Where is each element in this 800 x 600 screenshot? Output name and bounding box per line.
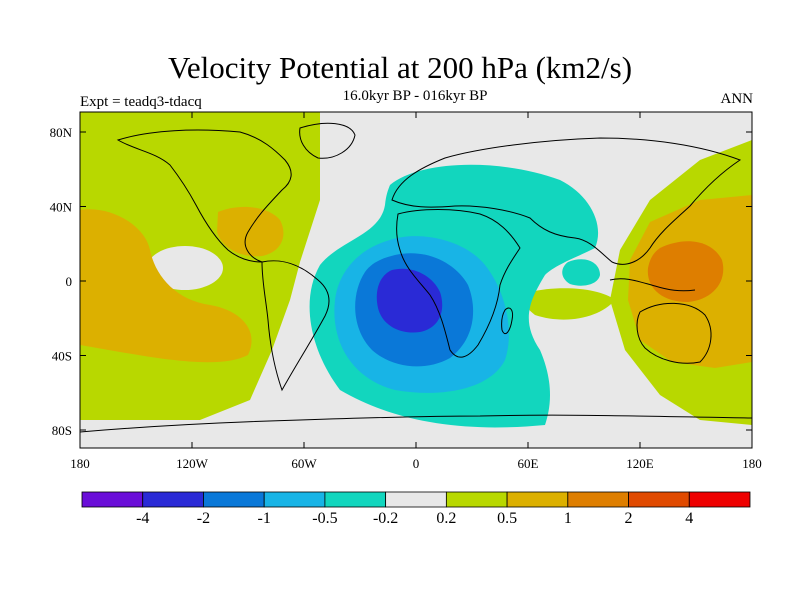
map-field: [80, 112, 752, 448]
coast-madagascar: [501, 307, 513, 335]
colorbar-swatch: [142, 491, 204, 508]
lat-tick-label: 40S: [52, 349, 72, 364]
coast-eurasia: [391, 137, 742, 265]
colorbar-label: -0.5: [312, 510, 337, 527]
colorbar-swatch: [203, 491, 265, 508]
lon-tick-label: 120W: [176, 456, 209, 471]
lat-tick-label: 80N: [50, 125, 73, 140]
colorbar-swatch: [385, 491, 447, 508]
positive-region-indian: [524, 288, 615, 320]
weak-positive-region-west: [80, 209, 252, 363]
coastlines: [80, 122, 752, 433]
colorbar-label: -2: [197, 510, 210, 527]
lon-tick-label: 180: [742, 456, 762, 471]
plot-subtitle: 16.0kyr BP - 016kyr BP: [342, 88, 488, 104]
latitude-axis: 80N 40N 0 40S 80S: [50, 125, 752, 438]
colorbar-label: 4: [685, 510, 693, 527]
neutral-patch-pacific: [147, 246, 223, 290]
lat-tick-label: 80S: [52, 423, 72, 438]
colorbar-swatch: [567, 491, 629, 508]
colorbar-label: -4: [136, 510, 149, 527]
coast-africa: [396, 209, 521, 358]
lon-tick-label: 180: [70, 456, 90, 471]
coast-greenland: [299, 122, 356, 159]
colorbar-label: 0.2: [436, 510, 456, 527]
lon-tick-label: 120E: [626, 456, 654, 471]
colorbar-label: -0.2: [373, 510, 398, 527]
colorbar-label: -1: [258, 510, 271, 527]
coast-north-america: [116, 129, 292, 263]
lon-tick-label: 0: [413, 456, 420, 471]
colorbar-swatch: [81, 491, 144, 508]
experiment-label: Expt = teadq3-tdacq: [80, 94, 202, 110]
colorbar-swatch: [445, 491, 508, 508]
plot-title: Velocity Potential at 200 hPa (km2/s): [167, 50, 633, 85]
season-label: ANN: [720, 91, 754, 107]
colorbar-swatch: [324, 491, 387, 508]
coast-australia: [636, 302, 712, 364]
colorbar-swatch: [688, 491, 751, 508]
colorbar-label: 2: [625, 510, 633, 527]
lon-tick-label: 60W: [291, 456, 317, 471]
colorbar-swatch: [506, 491, 569, 508]
colorbar-swatch: [628, 491, 690, 508]
weak-positive-region-atlantic: [217, 206, 284, 257]
colorbar-label: 1: [564, 510, 572, 527]
colorbar: -4 -2 -1 -0.5 -0.2 0.2 0.5 1 2 4: [81, 491, 751, 527]
lat-tick-label: 0: [66, 274, 73, 289]
colorbar-label: 0.5: [497, 510, 517, 527]
negative-region-core: [376, 268, 443, 333]
longitude-axis: 180 120W 60W 0 60E 120E 180: [70, 112, 762, 471]
colorbar-swatch: [263, 491, 326, 508]
coast-south-america: [261, 260, 330, 392]
lon-tick-label: 60E: [518, 456, 539, 471]
negative-region-arabian: [562, 259, 600, 286]
coast-indonesia: [609, 278, 696, 292]
positive-region-warm-pool: [647, 241, 724, 302]
coast-antarctica: [80, 414, 752, 433]
lat-tick-label: 40N: [50, 200, 73, 215]
